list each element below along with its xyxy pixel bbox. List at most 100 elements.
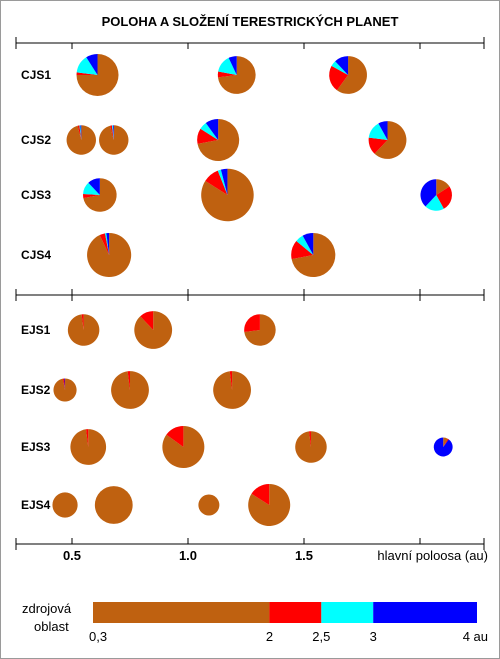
pie-slice xyxy=(425,195,444,211)
legend: zdrojová oblast 0,3 2 2,5 3 4 au xyxy=(22,601,488,644)
pie-slice xyxy=(217,169,228,195)
pie-slice xyxy=(87,232,132,278)
row-label-cjs1: CJS1 xyxy=(21,68,51,82)
row-label-ejs4: EJS4 xyxy=(21,498,51,512)
row-label-cjs3: CJS3 xyxy=(21,188,51,202)
pie-slice xyxy=(308,431,311,447)
pie-slice xyxy=(83,193,100,199)
pie-slice xyxy=(83,182,100,195)
pie-slice xyxy=(368,137,388,154)
planet-pie xyxy=(368,121,407,159)
legend-segment xyxy=(269,602,322,623)
planet-pie xyxy=(201,168,254,222)
pie-slice xyxy=(295,431,327,463)
pie-slice xyxy=(99,233,110,255)
legend-tick-labels: 0,3 2 2,5 3 4 au xyxy=(89,629,488,644)
planet-pie xyxy=(217,56,256,94)
legend-colorbar xyxy=(93,602,477,623)
pie-slice xyxy=(166,425,184,447)
planet-pie xyxy=(111,371,149,409)
pie-slice xyxy=(80,125,82,140)
planet-pie xyxy=(52,492,78,518)
legend-title-line2: oblast xyxy=(34,619,69,634)
planet-pie xyxy=(94,486,133,524)
pie-slice xyxy=(251,484,270,505)
x-tick-label: 1.0 xyxy=(179,548,197,563)
pie-slice xyxy=(368,123,388,140)
pie-slice xyxy=(197,119,240,161)
row-label-ejs3: EJS3 xyxy=(21,440,51,454)
planet-pie xyxy=(197,119,240,161)
pie-slice xyxy=(86,54,98,75)
pie-slice xyxy=(217,71,237,78)
planet-pie xyxy=(244,314,276,346)
pie-slice xyxy=(111,371,149,409)
pie-slice xyxy=(302,232,314,255)
legend-segment xyxy=(373,602,477,623)
planet-pie xyxy=(83,178,117,212)
pie-slice xyxy=(52,492,78,518)
planet-pie xyxy=(87,232,132,278)
planet-pie xyxy=(67,314,100,346)
chart-title: POLOHA A SLOŽENÍ TERESTRICKÝCH PLANET xyxy=(102,14,399,29)
pie-slice xyxy=(70,429,107,465)
pie-slice xyxy=(106,232,110,255)
planet-pie xyxy=(70,429,107,465)
x-axis-label: hlavní poloosa (au) xyxy=(377,548,488,563)
pie-slice xyxy=(436,179,450,195)
pie-slice xyxy=(198,494,220,516)
legend-tick-label: 4 au xyxy=(463,629,488,644)
pie-slice xyxy=(218,57,237,75)
pie-slice xyxy=(291,232,336,278)
pie-slice xyxy=(443,438,449,447)
pie-slice xyxy=(134,311,173,349)
legend-segment xyxy=(93,602,270,623)
pie-slice xyxy=(205,119,219,140)
pie-slice xyxy=(244,314,260,332)
pie-slice xyxy=(329,65,349,91)
planet-pie xyxy=(295,431,327,463)
x-tick-label: 1.5 xyxy=(295,548,313,563)
pie-slice xyxy=(296,235,314,255)
x-tick-label: 0.5 xyxy=(63,548,81,563)
planet-pie xyxy=(291,232,336,278)
pie-slice xyxy=(77,125,82,140)
pie-slice xyxy=(200,123,219,140)
legend-tick-label: 3 xyxy=(370,629,377,644)
pie-slice xyxy=(86,429,89,447)
planet-pies xyxy=(52,54,453,526)
pie-slice xyxy=(374,121,407,159)
pie-slice xyxy=(76,72,98,75)
pie-slice xyxy=(111,125,114,140)
pie-slice xyxy=(213,371,251,409)
pie-slice xyxy=(104,233,110,255)
pie-slice xyxy=(66,125,96,155)
legend-tick-label: 0,3 xyxy=(89,629,107,644)
planet-pie xyxy=(198,494,220,516)
row-label-ejs1: EJS1 xyxy=(21,323,51,337)
pie-slice xyxy=(443,437,448,447)
planet-pie xyxy=(66,125,96,155)
planet-pie xyxy=(53,378,77,402)
pie-slice xyxy=(229,371,233,390)
pie-slice xyxy=(336,56,367,94)
pie-slice xyxy=(83,178,117,212)
pie-slice xyxy=(244,314,276,346)
pie-slice xyxy=(127,371,130,390)
planet-pie xyxy=(162,425,205,468)
pie-slice xyxy=(205,170,228,195)
pie-slice xyxy=(140,311,154,330)
row-label-ejs2: EJS2 xyxy=(21,383,51,397)
axes xyxy=(15,37,485,550)
pie-slice xyxy=(197,128,219,144)
pie-slice xyxy=(99,125,129,155)
row-label-cjs4: CJS4 xyxy=(21,248,51,262)
legend-title-line1: zdrojová xyxy=(22,601,72,616)
pie-slice xyxy=(436,186,452,209)
pie-slice xyxy=(88,178,100,195)
pie-slice xyxy=(64,378,66,390)
pie-slice xyxy=(110,125,114,140)
planet-pie xyxy=(433,437,453,457)
row-label-cjs2: CJS2 xyxy=(21,133,51,147)
